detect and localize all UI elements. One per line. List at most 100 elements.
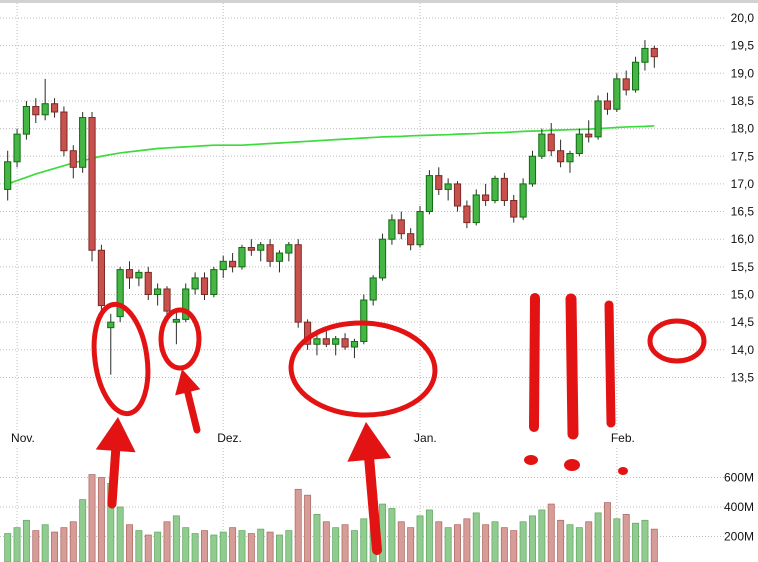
volume-bar — [529, 515, 536, 562]
month-labels: Nov. Dez. Jan. Feb. — [11, 431, 635, 445]
candle — [107, 321, 115, 329]
volume-bar — [247, 533, 255, 562]
volume-bar — [294, 488, 302, 562]
volume-bar — [22, 519, 30, 562]
candle — [125, 269, 134, 279]
volume-bar — [172, 515, 180, 562]
candle — [594, 100, 602, 138]
candle — [97, 249, 105, 307]
candle — [500, 177, 508, 201]
candle — [266, 244, 274, 262]
candle — [350, 341, 359, 348]
candle — [154, 288, 162, 296]
volume-tick-label: 600M — [724, 471, 754, 485]
candle — [32, 105, 40, 116]
volume-bar — [425, 509, 433, 562]
candle — [135, 271, 143, 279]
volume-bars — [4, 474, 658, 562]
volume-bar — [79, 499, 87, 562]
candle — [294, 244, 302, 323]
circle-november-lows — [91, 301, 151, 417]
candle — [285, 244, 293, 254]
candle — [79, 117, 87, 168]
candle — [200, 277, 209, 296]
annotation-exclamation-dot — [618, 467, 628, 475]
volume-bar — [304, 494, 312, 562]
volume-bar — [613, 518, 621, 562]
candle — [416, 211, 424, 246]
candle — [397, 219, 405, 235]
candle — [585, 133, 593, 138]
candle — [22, 105, 31, 135]
candle — [144, 271, 152, 296]
candle — [50, 103, 59, 113]
annotation-exclamation-dot — [524, 455, 538, 465]
price-tick-label: 17,0 — [731, 177, 755, 191]
candle — [13, 133, 21, 163]
candle — [557, 150, 565, 163]
month-label: Feb. — [611, 431, 635, 445]
candle — [369, 277, 377, 301]
volume-bar — [332, 527, 340, 562]
candle — [163, 288, 171, 312]
candle — [510, 199, 518, 218]
candle — [528, 155, 537, 185]
volume-bar — [313, 514, 321, 562]
arrow-to-november-lows-shaft — [107, 446, 121, 509]
volume-bar — [144, 534, 152, 562]
arrow-to-doji-shaft — [184, 388, 201, 434]
price-tick-label: 19,0 — [731, 66, 755, 80]
candle — [388, 219, 396, 240]
candle — [313, 338, 321, 345]
candle — [116, 269, 124, 318]
volume-bar — [510, 530, 518, 562]
moving-average-line — [7, 124, 655, 185]
candle — [444, 183, 452, 190]
volume-bar — [388, 508, 396, 562]
annotation-exclamation-stroke — [604, 300, 616, 428]
volume-bar — [622, 514, 630, 562]
candle — [41, 103, 49, 116]
circle-doji — [158, 307, 202, 371]
price-tick-label: 13,5 — [731, 370, 755, 384]
volume-bar — [454, 524, 461, 562]
annotation-exclamation-stroke — [529, 293, 540, 432]
volume-bar — [575, 527, 583, 562]
price-tick-label: 19,5 — [731, 39, 755, 53]
candle — [210, 269, 218, 295]
arrow-to-november-lows-head — [95, 417, 136, 453]
volume-bar — [472, 512, 480, 562]
volume-bar — [201, 530, 208, 562]
chart-background — [0, 3, 758, 562]
volume-bar — [435, 521, 443, 562]
candle — [238, 246, 246, 268]
month-label: Nov. — [11, 431, 35, 445]
candle — [172, 318, 180, 323]
volume-bar — [275, 534, 283, 562]
volume-bar — [97, 477, 105, 562]
candle — [191, 277, 199, 290]
candle — [575, 133, 583, 154]
volume-bar — [491, 521, 499, 562]
volume-bar — [416, 515, 424, 562]
price-axis-labels: 20,0 19,5 19,0 18,5 18,0 17,5 17,0 16,5 16,0 15,5… — [731, 11, 755, 384]
candle — [538, 133, 546, 157]
candle — [407, 233, 415, 246]
candle — [641, 47, 649, 63]
volume-bar — [603, 502, 611, 562]
candle — [332, 338, 340, 345]
volume-bar — [341, 524, 349, 562]
arrow-to-consolidation-shaft — [364, 454, 382, 555]
volume-bar — [444, 527, 452, 562]
candle — [322, 338, 330, 345]
volume-bar — [163, 521, 171, 562]
volume-bar — [116, 506, 124, 562]
volume-bar — [397, 521, 405, 562]
volume-bar — [88, 474, 96, 562]
volume-bar — [322, 521, 330, 562]
candle — [491, 177, 499, 201]
volume-bar — [266, 531, 274, 562]
price-tick-label: 17,5 — [731, 149, 755, 163]
candle — [482, 194, 490, 201]
month-label: Jan. — [414, 431, 437, 445]
